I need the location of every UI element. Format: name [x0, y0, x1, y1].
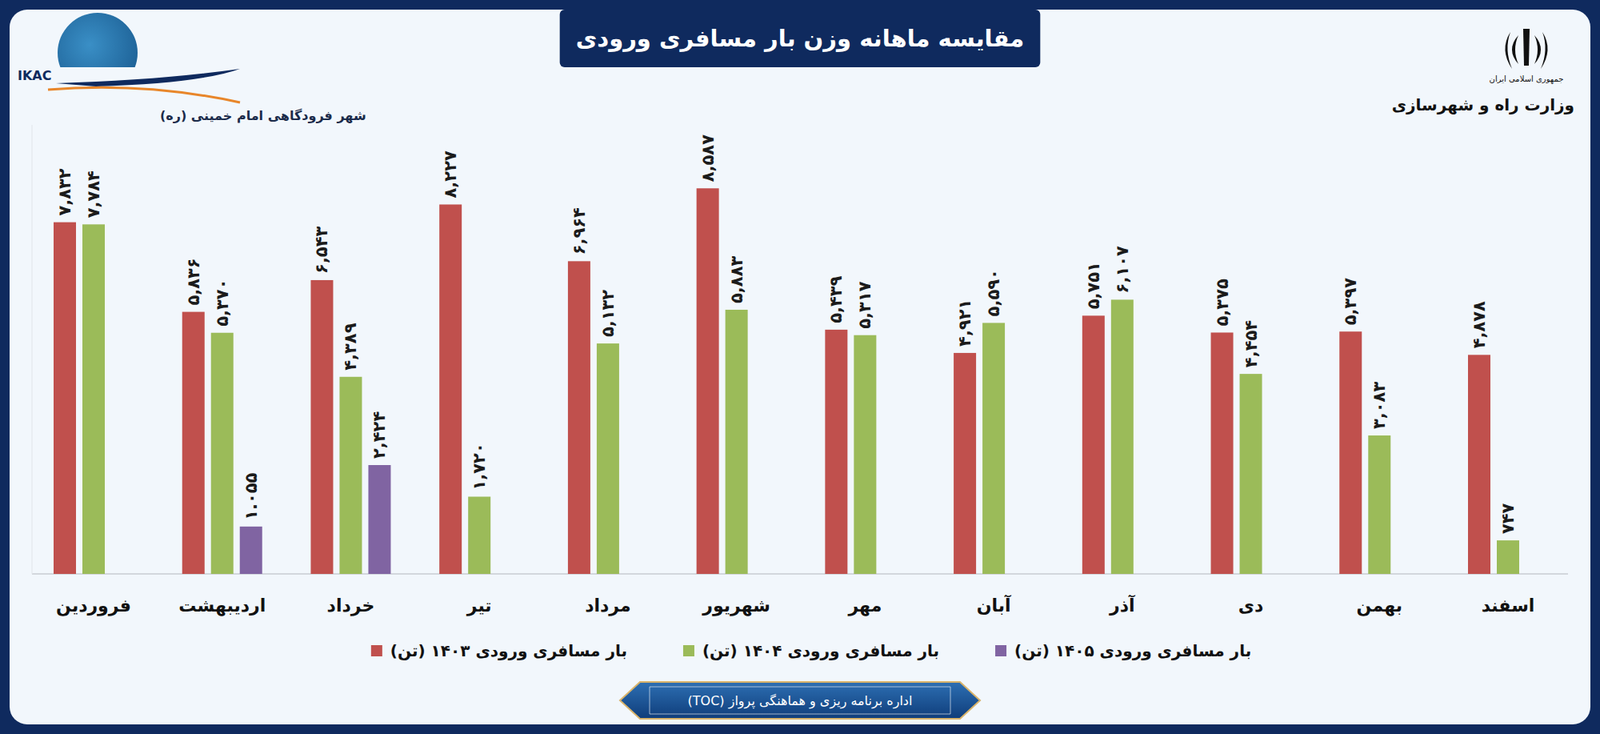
background [9, 9, 1591, 724]
data-label: ۴,۸۷۸ [1469, 300, 1489, 348]
emblem-part [1512, 35, 1519, 64]
data-label: ۴,۴۵۴ [1241, 320, 1261, 368]
logo-arc [48, 87, 240, 103]
data-label: ۵,۳۱۷ [855, 280, 875, 328]
bar [824, 329, 848, 574]
data-labels: ۷,۸۳۲ ۵,۸۳۶ ۶,۵۴۳ ۸,۲۲۷ ۶,۹۶۴ ۸,۵۸۷ ۵,۴۳۹ ۴,۹۲۱… [55, 134, 1518, 534]
x-tick-label: مهر [847, 595, 882, 616]
legend-swatch [995, 644, 1007, 656]
footer: اداره برنامه ریزی و هماهنگی پرواز (TOC) [620, 681, 980, 719]
bar [82, 224, 105, 574]
emblem-caption: جمهوری اسلامی ایران [1489, 74, 1564, 84]
bar [368, 464, 391, 574]
legend-label: بار مسافری ورودی ۱۴۰۵ (تن) [1014, 640, 1252, 660]
bar [982, 322, 1005, 574]
bars [53, 188, 1520, 574]
data-label: ۸,۲۲۷ [440, 150, 460, 198]
data-label: ۶,۹۶۴ [569, 207, 589, 255]
x-axis [32, 572, 1568, 575]
data-label: ۸,۵۸۷ [698, 134, 718, 182]
data-label: ۵,۷۵۱ [1084, 261, 1104, 309]
data-label: ۶,۵۴۳ [312, 226, 332, 274]
x-tick-label: بهمن [1356, 595, 1403, 616]
bar [1496, 540, 1520, 574]
emblem-part [1540, 32, 1548, 69]
x-tick-label: آبان [976, 593, 1012, 616]
frame [0, 0, 1600, 734]
bar [1111, 299, 1134, 574]
logo-caption: شهر فرودگاهی امام خمینی (ره) [160, 108, 367, 124]
bar [1468, 354, 1491, 574]
x-tick-label: دی [1238, 595, 1264, 616]
data-label: ۷,۷۸۴ [84, 170, 104, 218]
logo-text: IKAC [17, 68, 52, 84]
footer-inner [649, 686, 951, 714]
footer-box [620, 681, 980, 719]
bar [182, 312, 205, 574]
bar [310, 280, 333, 574]
legend: بار مسافری ورودی ۱۴۰۳ (تن) بار مسافری ورو… [371, 640, 1252, 660]
data-label: ۳,۰۸۳ [1369, 381, 1389, 429]
data-label: ۷۴۷ [1498, 502, 1518, 534]
emblem-part [1504, 32, 1512, 69]
chart: مقایسه ماهانه وزن بار مسافری ورودی IKAC شه… [0, 0, 1600, 734]
data-label: ۱,۷۲۰ [469, 442, 489, 490]
legend-label: بار مسافری ورودی ۱۴۰۴ (تن) [702, 640, 940, 660]
title: مقایسه ماهانه وزن بار مسافری ورودی [576, 24, 1025, 52]
data-label: ۵,۴۳۹ [826, 275, 846, 323]
x-tick-label: شهریور [701, 595, 771, 616]
x-tick-label: اردیبهشت [178, 595, 266, 616]
y-axis [32, 124, 33, 574]
bar [53, 222, 76, 574]
data-label: ۵,۳۷۵ [1212, 278, 1232, 326]
ministry: وزارت راه و شهرسازی [1392, 95, 1575, 115]
bar [596, 343, 620, 574]
bar [1211, 332, 1234, 574]
bar [1082, 315, 1105, 574]
data-label: ۵,۵۹۰ [984, 268, 1004, 316]
x-tick-label: خرداد [327, 595, 376, 616]
bar [853, 335, 876, 574]
data-label: ۱.۰۵۵ [241, 472, 261, 520]
bar [725, 309, 748, 574]
x-tick-label: تیر [466, 595, 492, 616]
emblem-part [1534, 35, 1541, 64]
data-label: ۵,۳۷۰ [212, 278, 232, 326]
bar [211, 332, 234, 574]
data-label: ۵,۸۳۶ [184, 257, 204, 305]
x-tick-label: فروردین [56, 595, 132, 616]
bar [240, 526, 263, 574]
data-label: ۴,۹۲۱ [955, 299, 975, 347]
data-label: ۴,۳۸۹ [340, 322, 360, 370]
data-label: ۲,۴۲۴ [369, 411, 389, 459]
bar [1368, 435, 1391, 574]
data-label: ۵,۳۹۷ [1340, 277, 1360, 325]
bar [568, 260, 591, 574]
data-label: ۵,۸۸۳ [727, 256, 747, 304]
legend-label: بار مسافری ورودی ۱۴۰۳ (تن) [390, 640, 628, 660]
legend-swatch [371, 644, 383, 656]
bar [439, 204, 462, 574]
emblem-part [1523, 28, 1530, 66]
logo-swoosh [56, 68, 240, 87]
footer-text: اداره برنامه ریزی و هماهنگی پرواز (TOC) [688, 692, 913, 709]
bar [696, 188, 720, 574]
data-label: ۵,۱۳۲ [598, 289, 618, 337]
data-label: ۷,۸۳۲ [55, 168, 75, 216]
x-tick-label: اسفند [1481, 595, 1536, 616]
legend-swatch [683, 644, 695, 656]
bar [339, 376, 362, 574]
emblem [1504, 28, 1548, 69]
bar [1339, 331, 1362, 574]
data-label: ۶,۱۰۷ [1112, 245, 1132, 293]
x-tick-label: آذر [1108, 593, 1136, 616]
title-box [560, 9, 1041, 68]
x-tick-label: مرداد [584, 595, 631, 616]
bar [468, 496, 491, 574]
bar [953, 352, 976, 574]
bar [1240, 373, 1263, 574]
